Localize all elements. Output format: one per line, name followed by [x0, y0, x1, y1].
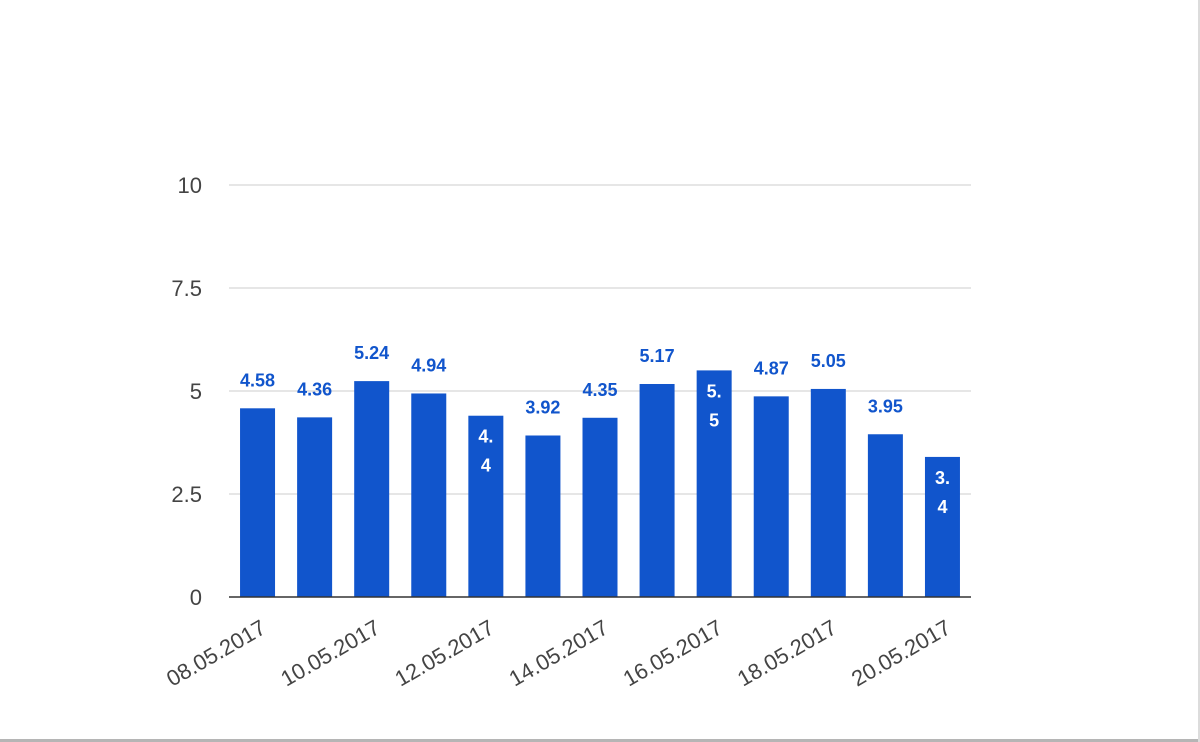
bar	[696, 370, 732, 597]
y-tick-label: 5	[190, 379, 202, 404]
bar	[468, 415, 504, 597]
bars	[240, 370, 960, 597]
data-label: 5.	[707, 381, 722, 401]
bar	[411, 393, 447, 597]
data-label: 5	[709, 410, 719, 430]
data-label: 4	[481, 456, 491, 476]
data-labels: 4.58 4.36 5.24 4.94 4. 4 3.92 4.35 5.17 5. 5 4.87 5.…	[240, 343, 950, 517]
bar	[753, 396, 789, 597]
data-label: 3.	[935, 468, 950, 488]
x-tick-label: 10.05.2017	[276, 615, 384, 692]
data-label: 3.92	[525, 397, 560, 417]
bar	[582, 417, 618, 597]
data-label: 4.58	[240, 370, 275, 390]
bar	[810, 388, 846, 597]
bar	[354, 381, 390, 597]
y-tick-label: 10	[178, 173, 202, 198]
bar	[297, 417, 333, 597]
window-right-border	[1198, 0, 1200, 742]
bar	[639, 383, 675, 597]
data-label: 3.95	[868, 396, 903, 416]
data-label: 5.05	[811, 351, 846, 371]
data-label: 4.35	[582, 380, 617, 400]
x-tick-label: 16.05.2017	[619, 615, 727, 692]
data-label: 4	[937, 497, 947, 517]
x-tick-label: 18.05.2017	[733, 615, 841, 692]
y-axis: 0 2.5 5 7.5 10	[171, 173, 202, 610]
y-tick-label: 2.5	[171, 482, 202, 507]
x-axis: 08.05.2017 10.05.2017 12.05.2017 14.05.2017…	[162, 596, 971, 692]
data-label: 4.87	[754, 358, 789, 378]
bar	[924, 456, 960, 597]
y-tick-label: 7.5	[171, 276, 202, 301]
bar	[867, 434, 903, 597]
window-bottom-border	[0, 739, 1200, 742]
y-tick-label: 0	[190, 585, 202, 610]
x-tick-label: 14.05.2017	[505, 615, 613, 692]
x-tick-label: 20.05.2017	[847, 615, 955, 692]
x-tick-label: 12.05.2017	[390, 615, 498, 692]
data-label: 4.36	[297, 379, 332, 399]
data-label: 5.24	[354, 343, 389, 363]
bar	[240, 408, 276, 597]
x-tick-label: 08.05.2017	[162, 615, 270, 692]
data-label: 4.94	[411, 355, 446, 375]
data-label: 4.	[478, 427, 493, 447]
data-label: 5.17	[640, 346, 675, 366]
bar	[525, 435, 561, 597]
